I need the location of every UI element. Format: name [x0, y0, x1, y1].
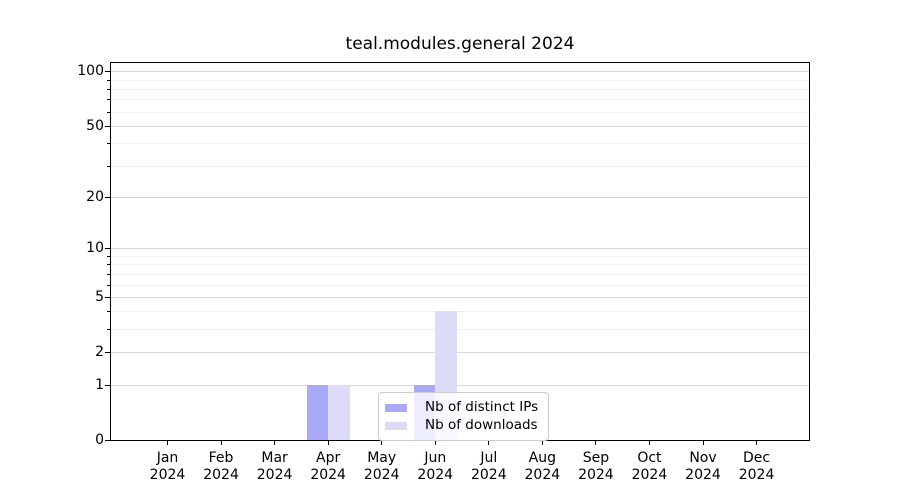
y-axis-tick-mark — [105, 384, 110, 386]
gridline-major — [111, 296, 809, 298]
bars-layer — [111, 63, 809, 440]
x-axis-tick-label: Mar 2024 — [256, 450, 293, 483]
gridline-minor — [111, 99, 809, 101]
legend-swatch-distinct-ips-icon — [385, 403, 407, 412]
x-axis-tick-label: Jul 2024 — [470, 450, 507, 483]
y-axis-tick-mark — [105, 440, 110, 441]
y-axis-minor-tick-mark — [107, 273, 110, 275]
y-axis-tick-mark — [105, 71, 110, 73]
gridline-minor — [111, 284, 809, 286]
x-axis-tick-mark — [756, 440, 758, 445]
legend-item: Nb of distinct IPs — [385, 400, 538, 415]
y-axis-minor-tick-mark — [107, 88, 110, 90]
gridline-minor — [111, 165, 809, 167]
y-axis-tick-label: 50 — [86, 117, 104, 134]
bar-distinct-ips — [306, 384, 329, 440]
gridline-minor — [111, 311, 809, 313]
x-axis-tick-mark — [381, 440, 383, 445]
legend-swatch-downloads-icon — [385, 421, 407, 430]
y-axis-tick-label: 5 — [95, 288, 104, 305]
gridline-major — [111, 71, 809, 73]
x-axis-tick-mark — [488, 440, 490, 445]
gridline-minor — [111, 111, 809, 113]
x-axis-tick-label: Jun 2024 — [417, 450, 454, 483]
gridline-minor — [111, 329, 809, 331]
x-axis-tick-label: Apr 2024 — [310, 450, 346, 483]
y-axis-tick-mark — [105, 248, 110, 250]
y-axis-minor-tick-mark — [107, 99, 110, 101]
bar-downloads — [328, 384, 350, 440]
gridline-minor — [111, 264, 809, 266]
gridline-minor — [111, 79, 809, 81]
x-axis-tick-label: Feb 2024 — [203, 450, 239, 483]
y-axis-tick-label: 10 — [86, 240, 104, 257]
y-axis-tick-label: 20 — [86, 188, 104, 205]
gridline-major — [111, 248, 809, 250]
legend: Nb of distinct IPs Nb of downloads — [378, 392, 550, 441]
chart-title: teal.modules.general 2024 — [345, 34, 575, 54]
x-axis-tick-mark — [648, 440, 650, 445]
y-axis-tick-label: 1 — [95, 376, 104, 393]
y-axis-minor-tick-mark — [107, 329, 110, 331]
x-axis-tick-mark — [541, 440, 543, 445]
gridline-major — [111, 125, 809, 127]
x-axis-tick-mark — [327, 440, 329, 445]
gridline-minor — [111, 88, 809, 90]
gridline-major — [111, 384, 809, 386]
y-axis-tick-mark — [105, 352, 110, 354]
x-axis-tick-label: Nov 2024 — [685, 450, 721, 483]
x-axis-tick-mark — [434, 440, 436, 445]
legend-label: Nb of distinct IPs — [425, 399, 539, 415]
x-axis-tick-mark — [220, 440, 222, 445]
x-axis-tick-mark — [167, 440, 168, 445]
x-axis-tick-label: May 2024 — [363, 450, 400, 483]
y-axis-minor-tick-mark — [107, 79, 110, 81]
y-axis-minor-tick-mark — [107, 311, 110, 313]
gridline-minor — [111, 143, 809, 145]
y-axis-tick-mark — [105, 296, 110, 298]
x-axis-tick-mark — [274, 440, 276, 445]
y-axis-minor-tick-mark — [107, 165, 110, 167]
y-axis-minor-tick-mark — [107, 256, 110, 258]
legend-item: Nb of downloads — [385, 418, 538, 433]
x-axis-tick-mark — [595, 440, 597, 445]
x-axis-tick-label: Oct 2024 — [631, 450, 668, 483]
gridline-minor — [111, 273, 809, 275]
y-axis-tick-mark — [105, 196, 110, 198]
x-axis-tick-label: Aug 2024 — [524, 450, 561, 483]
y-axis-tick-label: 100 — [77, 63, 104, 80]
y-axis-tick-mark — [105, 125, 110, 127]
y-axis-minor-tick-mark — [107, 143, 110, 145]
y-axis-minor-tick-mark — [107, 264, 110, 266]
gridline-minor — [111, 256, 809, 258]
x-axis-tick-label: Jan 2024 — [149, 450, 186, 483]
y-axis-minor-tick-mark — [107, 111, 110, 113]
gridline-major — [111, 196, 809, 198]
gridlines-layer — [111, 63, 809, 440]
x-axis-tick-label: Sep 2024 — [578, 450, 614, 483]
plot-area — [110, 62, 810, 441]
x-axis-tick-label: Dec 2024 — [738, 450, 775, 483]
legend-label: Nb of downloads — [425, 417, 538, 433]
y-axis-tick-label: 0 — [95, 432, 104, 448]
gridline-major — [111, 352, 809, 354]
x-axis-tick-mark — [702, 440, 704, 445]
y-axis-minor-tick-mark — [107, 284, 110, 286]
y-axis-tick-label: 2 — [95, 344, 104, 361]
